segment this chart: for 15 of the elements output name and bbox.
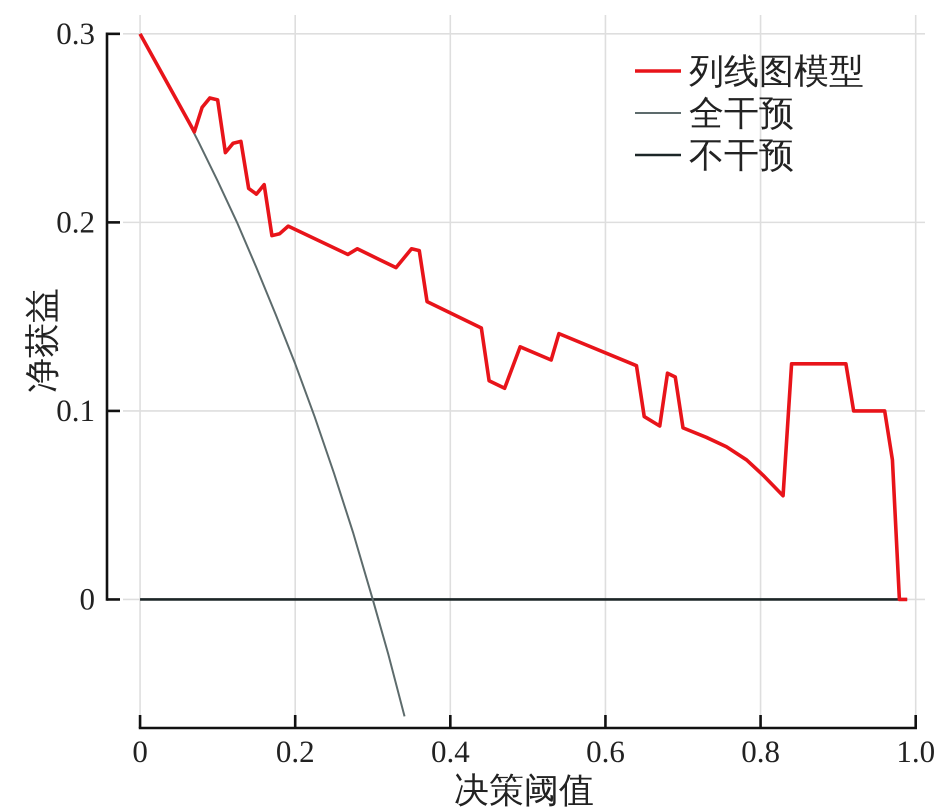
y-tick-label: 0 <box>80 581 95 616</box>
legend-label: 全干预 <box>689 94 794 133</box>
x-tick-label: 0.2 <box>276 734 315 769</box>
y-tick-label: 0.2 <box>56 204 95 240</box>
x-tick-label: 0 <box>132 734 148 769</box>
y-tick-label: 0.1 <box>56 392 95 428</box>
x-tick-label: 1.0 <box>896 734 936 769</box>
legend-label: 不干预 <box>689 136 794 175</box>
legend-label: 列线图模型 <box>689 52 864 91</box>
x-axis-title: 决策阈值 <box>454 771 594 810</box>
x-tick-label: 0.6 <box>586 734 625 769</box>
x-tick-label: 0.8 <box>741 734 780 769</box>
x-tick-label: 0.4 <box>430 734 470 769</box>
y-tick-label: 0.3 <box>56 16 95 51</box>
y-axis-title: 净获益 <box>23 288 62 393</box>
